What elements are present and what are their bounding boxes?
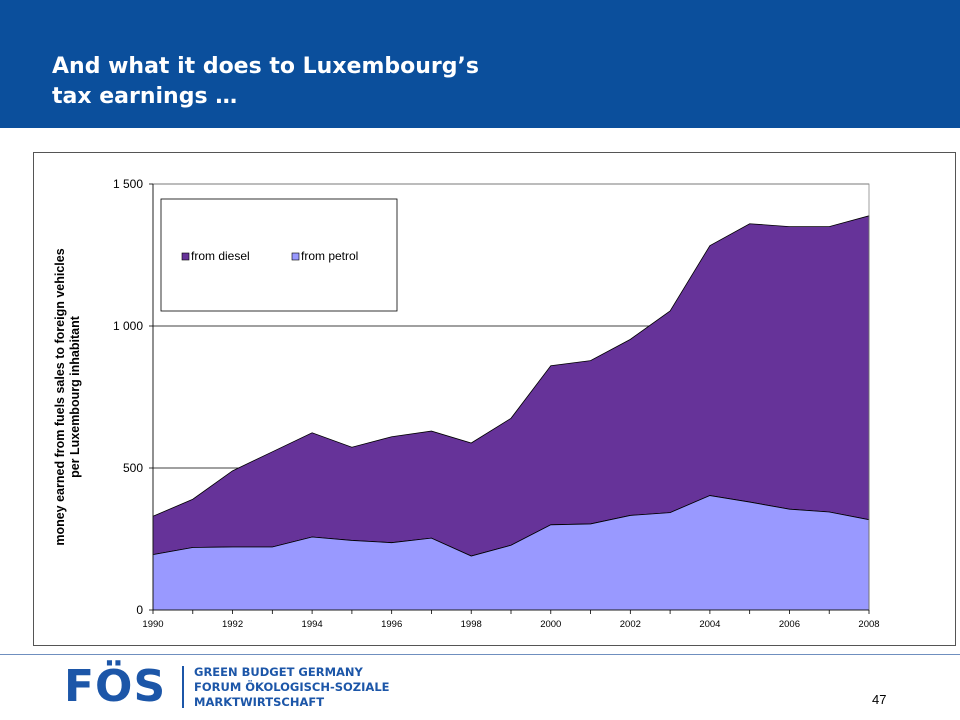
slide-title-line-1: And what it does to Luxembourg’s	[52, 54, 479, 79]
x-tick-label-2000: 2000	[540, 619, 561, 630]
slide-title-line-2: tax earnings …	[52, 84, 238, 109]
y-tick-label-0: 0	[136, 603, 143, 617]
legend-swatch-from-diesel	[181, 252, 190, 261]
legend-label-from-diesel: from diesel	[191, 249, 250, 263]
area-from-petrol	[152, 495, 870, 611]
x-tick-label-2008: 2008	[858, 619, 879, 630]
x-tick-label-1996: 1996	[381, 619, 402, 630]
legend-swatch-from-petrol	[291, 252, 300, 261]
page-number: 47	[872, 692, 887, 707]
y-axis-title-line-1: money earned from fuels sales to foreign…	[53, 248, 67, 545]
y-tick-label-1000: 1 000	[113, 319, 143, 333]
slide-header: And what it does to Luxembourg’s tax ear…	[0, 0, 960, 128]
organization-name-line-1: GREEN BUDGET GERMANY	[194, 665, 363, 679]
y-axis-title-line-2: per Luxembourg inhabitant	[68, 315, 82, 478]
x-tick-label-2006: 2006	[779, 619, 800, 630]
x-tick-label-2004: 2004	[699, 619, 720, 630]
y-tick-label-500: 500	[123, 461, 143, 475]
organization-name-line-2: FORUM ÖKOLOGISCH-SOZIALE	[194, 680, 390, 694]
x-tick-label-1994: 1994	[302, 619, 323, 630]
x-tick-label-2002: 2002	[620, 619, 641, 630]
legend-label-from-petrol: from petrol	[301, 249, 358, 263]
area-chart: 0 500 1 000 1 500 1990 1992 1994 1996 1998 2000 20…	[53, 177, 880, 630]
footer-divider	[0, 654, 960, 655]
x-tick-label-1990: 1990	[142, 619, 163, 630]
fos-logo: FÖS	[64, 661, 167, 712]
organization-name: GREEN BUDGET GERMANY FORUM ÖKOLOGISCH-SO…	[194, 665, 390, 710]
x-tick-label-1992: 1992	[222, 619, 243, 630]
organization-name-line-3: MARKTWIRTSCHAFT	[194, 695, 325, 709]
slide-title: And what it does to Luxembourg’s tax ear…	[52, 52, 612, 112]
x-tick-label-1998: 1998	[461, 619, 482, 630]
y-tick-label-1500: 1 500	[113, 177, 143, 191]
legend-box	[160, 198, 398, 312]
chart-frame: 0 500 1 000 1 500 1990 1992 1994 1996 1998 2000 20…	[33, 152, 956, 646]
logo-separator	[182, 666, 184, 708]
